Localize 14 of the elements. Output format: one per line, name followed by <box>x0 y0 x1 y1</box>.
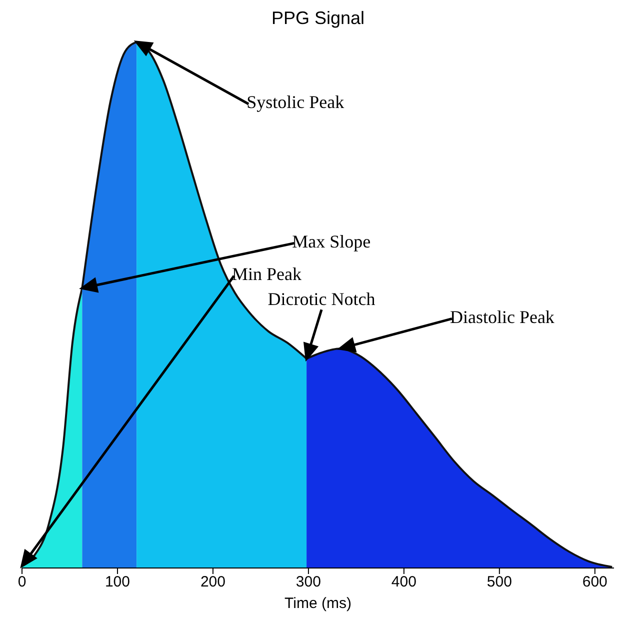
x-tick-label: 300 <box>296 574 321 591</box>
annotation: Max Slope <box>292 231 371 252</box>
annotation: Systolic Peak <box>246 92 344 112</box>
chart-title: PPG Signal <box>270 8 366 30</box>
x-tick-label: 500 <box>486 574 512 591</box>
annotation: Min Peak <box>232 264 302 284</box>
x-tick-label: 600 <box>582 574 608 591</box>
annotation: Diastolic Peak <box>450 306 554 327</box>
x-tick-label: 100 <box>104 574 130 591</box>
x-tick-label: 0 <box>18 574 26 591</box>
annotation: Dicrotic Notch <box>268 288 376 309</box>
x-tick-label: 400 <box>391 574 416 591</box>
x-tick-label: 200 <box>200 574 226 591</box>
x-axis-title: Time (ms) <box>284 595 352 612</box>
